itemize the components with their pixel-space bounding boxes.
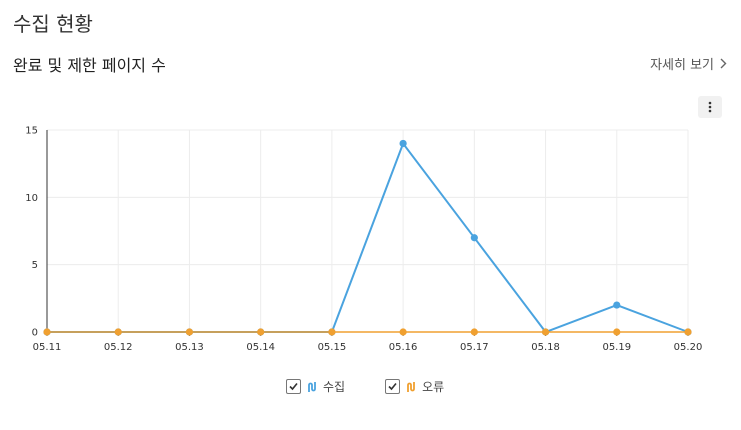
series-collect-icon (308, 381, 316, 392)
y-tick-label: 0 (32, 328, 38, 339)
data-point-error (328, 328, 336, 336)
series-error-icon (407, 381, 415, 392)
y-tick-label: 5 (32, 260, 38, 271)
data-point-error (684, 328, 692, 336)
legend-checkbox-collect[interactable] (286, 379, 301, 394)
x-tick-label: 05.11 (33, 342, 62, 353)
check-icon (289, 382, 298, 391)
x-tick-label: 05.19 (602, 342, 631, 353)
data-point-collect (399, 139, 407, 148)
series-line-collect (47, 141, 689, 334)
x-tick-label: 05.17 (460, 342, 489, 353)
view-details-link[interactable]: 자세히 보기 (650, 54, 727, 73)
legend-label-collect: 수집 (323, 380, 346, 394)
x-tick-label: 05.16 (389, 342, 418, 353)
page-title: 수집 현황 (13, 12, 93, 36)
chevron-right-icon (720, 58, 727, 69)
data-point-error (185, 328, 194, 336)
data-point-error (613, 328, 621, 336)
section-title: 완료 및 제한 페이지 수 (13, 56, 166, 75)
legend-label-error: 오류 (422, 380, 445, 394)
check-icon (388, 382, 397, 391)
data-point-collect (470, 234, 478, 242)
legend-item-collect[interactable]: 수집 (286, 378, 345, 395)
x-tick-label: 05.15 (318, 342, 347, 353)
view-details-label: 자세히 보기 (650, 58, 714, 73)
line-chart: 0 5 10 15 05.11 05.12 05.13 05.14 05.15 05.16 05.1… (25, 126, 703, 354)
data-point-error (257, 328, 265, 336)
x-tick-label: 05.14 (246, 342, 275, 353)
data-point-error (114, 328, 122, 336)
data-point-error (399, 328, 407, 336)
data-point-error (541, 328, 550, 336)
data-point-error (43, 328, 51, 336)
y-tick-label: 15 (25, 126, 38, 137)
x-tick-label: 05.13 (175, 342, 204, 353)
legend-checkbox-error[interactable] (385, 379, 401, 394)
chart-legend: 수집 오류 (286, 378, 444, 395)
data-point-collect (613, 301, 621, 309)
more-vertical-icon (708, 101, 712, 113)
chart-menu-button[interactable] (698, 96, 722, 118)
data-point-error (470, 328, 478, 336)
x-tick-label: 05.20 (674, 342, 703, 353)
y-tick-label: 10 (25, 193, 38, 204)
x-tick-label: 05.18 (531, 342, 560, 353)
legend-item-error[interactable]: 오류 (385, 378, 444, 395)
x-tick-label: 05.12 (104, 342, 133, 353)
